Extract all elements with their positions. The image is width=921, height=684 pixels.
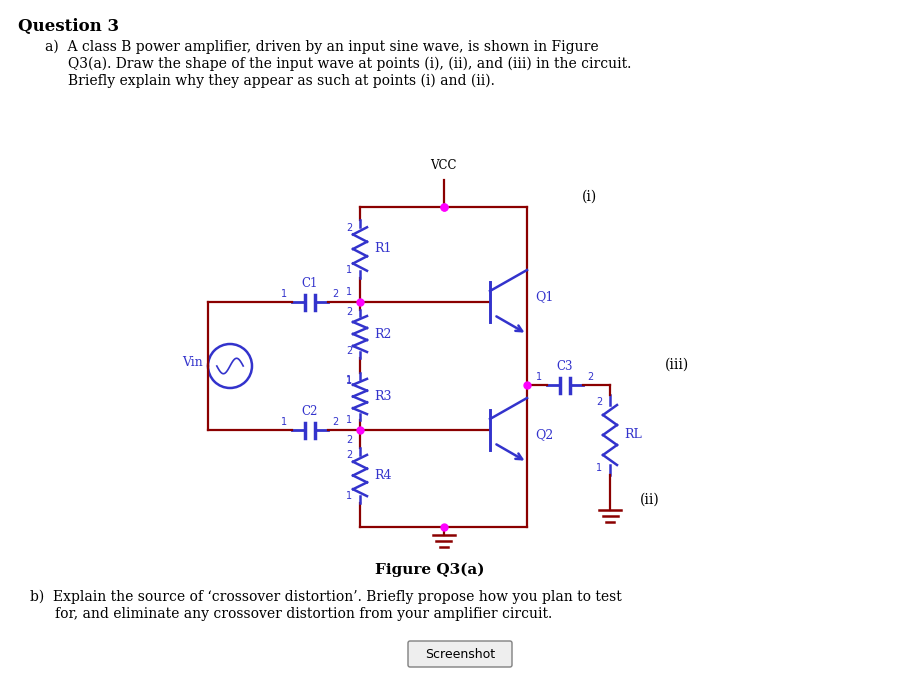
Text: (i): (i) (582, 190, 597, 204)
Text: Briefly explain why they appear as such at points (i) and (ii).: Briefly explain why they appear as such … (68, 74, 495, 88)
Text: 2: 2 (332, 289, 338, 299)
Text: C1: C1 (302, 277, 318, 290)
Text: 1: 1 (281, 417, 287, 427)
Text: 1: 1 (596, 463, 602, 473)
Text: Figure Q3(a): Figure Q3(a) (375, 563, 484, 577)
Text: R1: R1 (374, 243, 391, 256)
Text: 1: 1 (346, 375, 352, 385)
Text: 2: 2 (596, 397, 602, 407)
Text: 1: 1 (346, 376, 352, 386)
Text: 2: 2 (345, 307, 352, 317)
Text: 1: 1 (346, 491, 352, 501)
Text: 1: 1 (281, 289, 287, 299)
Text: Screenshot: Screenshot (425, 648, 495, 661)
Text: Q2: Q2 (535, 428, 554, 441)
Text: Question 3: Question 3 (18, 18, 119, 35)
Text: 2: 2 (345, 435, 352, 445)
Text: R2: R2 (374, 328, 391, 341)
Text: 1: 1 (346, 287, 352, 297)
Text: 1: 1 (346, 415, 352, 425)
Text: Q1: Q1 (535, 291, 554, 304)
Text: C3: C3 (557, 360, 573, 373)
Text: b)  Explain the source of ‘crossover distortion’. Briefly propose how you plan t: b) Explain the source of ‘crossover dist… (30, 590, 622, 605)
Text: 1: 1 (536, 372, 542, 382)
Text: VCC: VCC (430, 159, 457, 172)
Text: a)  A class B power amplifier, driven by an input sine wave, is shown in Figure: a) A class B power amplifier, driven by … (45, 40, 599, 55)
Text: 2: 2 (345, 346, 352, 356)
Text: RL: RL (624, 428, 642, 441)
Text: 2: 2 (345, 450, 352, 460)
Text: Vin: Vin (182, 356, 203, 369)
Text: R3: R3 (374, 390, 391, 403)
Text: 2: 2 (345, 223, 352, 233)
Text: (iii): (iii) (665, 358, 689, 372)
FancyBboxPatch shape (408, 641, 512, 667)
Text: for, and eliminate any crossover distortion from your amplifier circuit.: for, and eliminate any crossover distort… (55, 607, 553, 621)
Text: R4: R4 (374, 469, 391, 482)
Text: 1: 1 (346, 265, 352, 275)
Text: (ii): (ii) (640, 493, 659, 507)
Text: 2: 2 (587, 372, 593, 382)
Text: Q3(a). Draw the shape of the input wave at points (i), (ii), and (iii) in the ci: Q3(a). Draw the shape of the input wave … (68, 57, 632, 71)
Text: C2: C2 (302, 405, 318, 418)
Text: 2: 2 (332, 417, 338, 427)
